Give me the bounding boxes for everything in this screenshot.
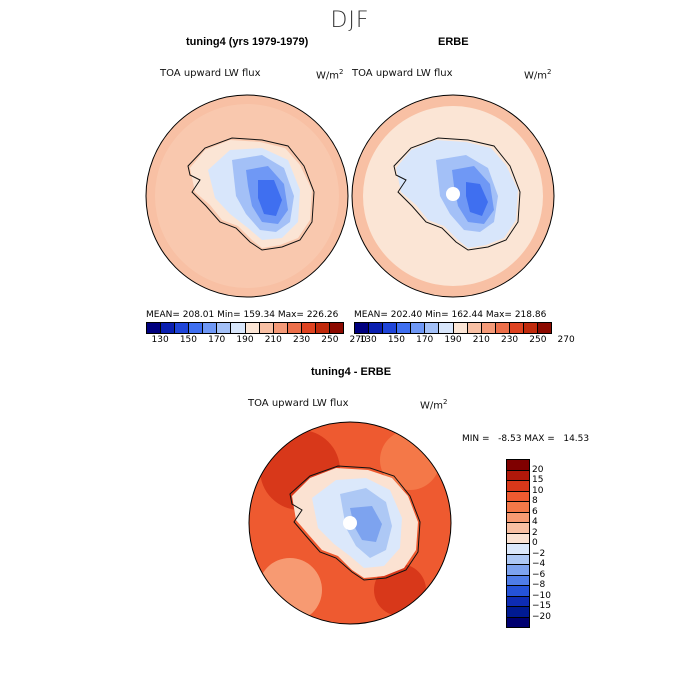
colorbar-tick-label: −2 [532,548,546,559]
colorbar-swatch [507,617,529,627]
colorbar-swatch [301,323,316,333]
colorbar-swatch [507,554,529,565]
colorbar-tick-label: 170 [416,335,434,345]
colorbar-tick-label: 230 [500,335,519,345]
colorbar-swatch [507,533,529,544]
colorbar-tick-label: 270 [557,335,575,345]
right-stats: MEAN= 202.40 Min= 162.44 Max= 218.86 [354,310,547,320]
colorbar-swatch [538,323,552,333]
figure-title: DJF [330,8,370,33]
colorbar-tick-label: 2 [532,527,538,538]
colorbar-swatch [287,323,302,333]
colorbar-tick-label: 170 [208,335,226,345]
colorbar-swatch [355,323,370,333]
right-units-label: W/m2 [524,68,552,82]
colorbar-swatch [467,323,482,333]
left-variable-label: TOA upward LW flux [160,68,261,79]
colorbar-swatch [259,323,274,333]
colorbar-swatch [507,502,529,513]
diff-panel-title: tuning4 - ERBE [311,366,392,378]
colorbar-tick-label: 4 [532,517,538,527]
colorbar-swatch [425,323,440,333]
colorbar-tick-label: −8 [532,580,546,590]
colorbar-swatch [507,544,529,555]
colorbar-tick-label: 250 [529,335,547,345]
colorbar-swatch [507,586,529,597]
colorbar-swatch [245,323,260,333]
colorbar-swatch [507,565,529,576]
colorbar-tick-label: 190 [236,335,254,345]
colorbar-tick-label: 210 [472,335,490,345]
colorbar-tick-label: 20 [532,464,544,475]
left-colorbar: 130 150 170 190 210 230 250 270 [146,322,367,348]
colorbar-swatch [495,323,510,333]
colorbar-tick-label: −10 [532,590,551,601]
colorbar-swatch [507,470,529,481]
colorbar-swatch [397,323,412,333]
colorbar-swatch [509,323,524,333]
diff-colorbar: 20 15 10 8 6 4 2 0 −2 −4 −6 −8 −10 −15 −20 [506,459,566,629]
colorbar-swatch [507,491,529,502]
left-stats: MEAN= 208.01 Min= 159.34 Max= 226.26 [146,310,339,320]
colorbar-swatch [481,323,496,333]
colorbar-tick-label: 150 [179,335,198,345]
colorbar-tick-label: 130 [151,335,169,345]
colorbar-swatch [330,323,344,333]
colorbar-swatch [507,523,529,534]
colorbar-swatch [411,323,426,333]
colorbar-tick-label: −6 [532,569,546,580]
colorbar-tick-label: −15 [532,601,551,611]
colorbar-swatch [273,323,288,333]
diff-variable-label: TOA upward LW flux [248,398,349,409]
colorbar-swatch [453,323,468,333]
right-colorbar: 130 150 170 190 210 230 250 270 [354,322,575,348]
left-map [146,95,348,297]
colorbar-swatch [507,460,529,471]
colorbar-swatch [217,323,232,333]
colorbar-swatch [439,323,454,333]
colorbar-swatch [383,323,398,333]
colorbar-tick-label: −4 [532,559,546,569]
colorbar-swatch [507,596,529,607]
colorbar-swatch [315,323,331,333]
right-map-border [351,94,555,298]
diff-units-label: W/m2 [420,398,448,412]
left-units-label: W/m2 [316,68,344,82]
diff-stats: MIN = -8.53 MAX = 14.53 [462,434,590,444]
colorbar-swatch [147,323,162,333]
colorbar-swatch [189,323,204,333]
right-map [352,95,554,297]
colorbar-tick-label: 15 [532,475,544,485]
colorbar-swatch [507,607,529,618]
colorbar-tick-label: −20 [532,611,551,622]
colorbar-tick-label: 190 [444,335,462,345]
colorbar-tick-label: 130 [359,335,377,345]
right-variable-label: TOA upward LW flux [352,68,453,79]
colorbar-swatch [231,323,246,333]
left-panel-title: tuning4 (yrs 1979-1979) [186,36,309,48]
diff-map-border [248,421,452,625]
colorbar-tick-label: 210 [264,335,282,345]
colorbar-tick-label: 230 [292,335,311,345]
colorbar-swatch [507,575,529,586]
colorbar-tick-label: 6 [532,506,538,517]
colorbar-swatch [507,512,529,523]
colorbar-tick-label: 270 [349,335,367,345]
colorbar-swatch [369,323,384,333]
colorbar-swatch [523,323,539,333]
colorbar-swatch [161,323,176,333]
colorbar-tick-label: 0 [532,538,538,548]
diff-map [249,422,451,624]
colorbar-tick-label: 8 [532,496,538,506]
colorbar-swatch [507,481,529,492]
colorbar-tick-label: 250 [321,335,339,345]
colorbar-swatch [175,323,190,333]
colorbar-tick-label: 150 [387,335,406,345]
right-panel-title: ERBE [438,36,469,48]
colorbar-swatch [203,323,218,333]
left-map-border [145,94,349,298]
colorbar-tick-label: 10 [532,485,544,496]
